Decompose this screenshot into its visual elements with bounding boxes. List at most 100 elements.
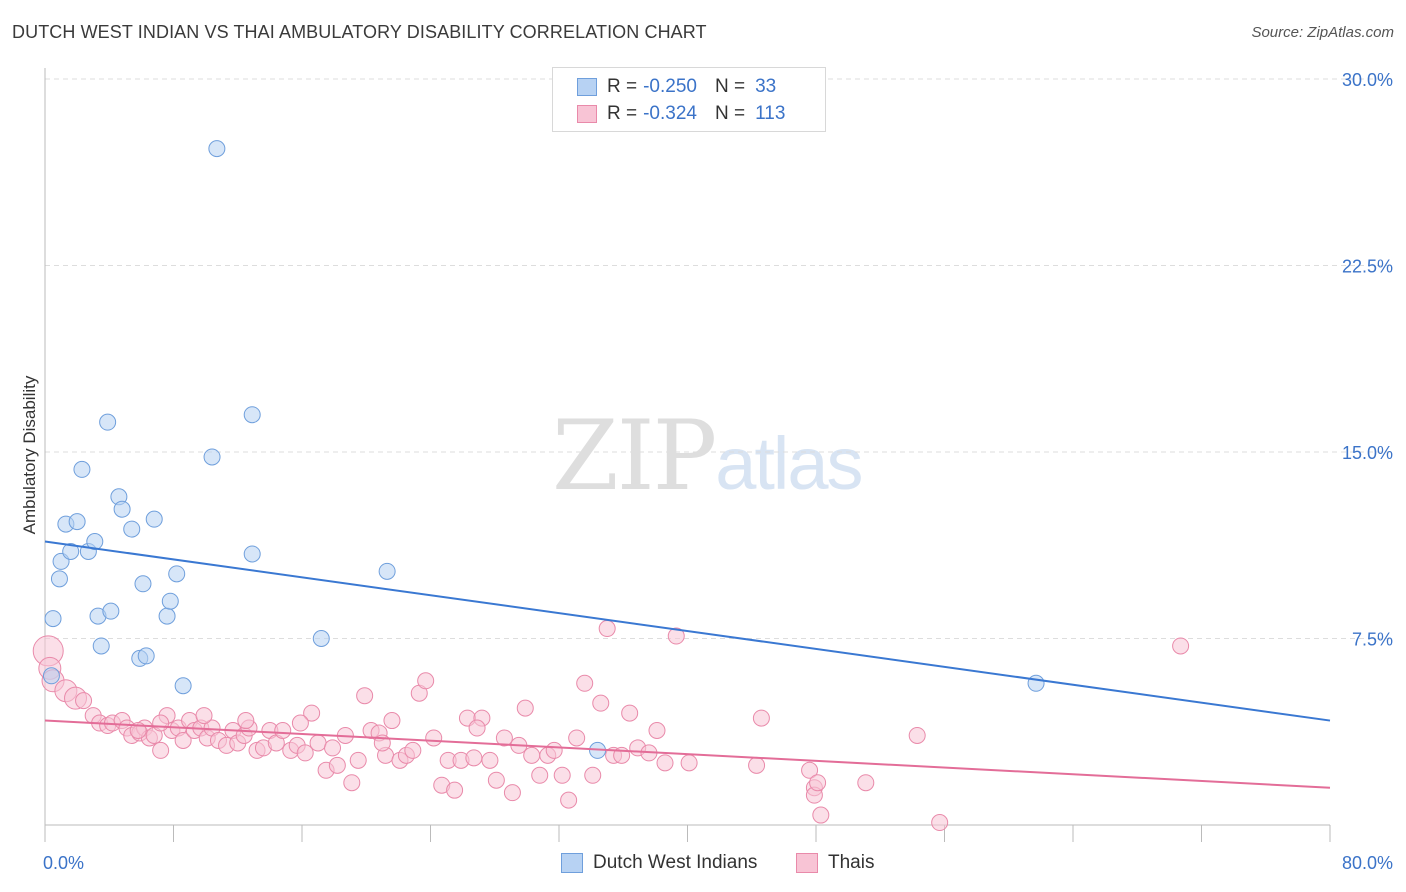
thai-point (748, 756, 766, 774)
legend-row-dutch-west-indians: R = -0.250 N = 33 (553, 74, 776, 100)
thai-point (404, 741, 422, 759)
dutch-west-indian-point (243, 406, 261, 424)
thai-point (752, 709, 770, 727)
thai-point (75, 692, 93, 710)
thai-point (801, 761, 819, 779)
thai-point (195, 707, 213, 725)
thai-point (598, 620, 616, 638)
thai-point (152, 741, 170, 759)
thai-point (809, 774, 827, 792)
thai-trend-line (44, 719, 1331, 789)
thai-points (32, 620, 1190, 832)
thai-point (568, 729, 586, 747)
dutch-west-indian-point (44, 610, 62, 628)
dutch-west-indian-point (50, 570, 68, 588)
legend-item-dutch-west-indians[interactable]: Dutch West Indians (561, 852, 757, 874)
dutch-west-indian-points (42, 140, 1045, 759)
thai-point (383, 712, 401, 730)
y-axis-label: Ambulatory Disability (20, 375, 39, 535)
dutch-west-indian-point (73, 460, 91, 478)
thai-point (417, 672, 435, 690)
thai-point (468, 719, 486, 737)
dutch-west-indian-point (378, 562, 396, 580)
thai-point (553, 766, 571, 784)
thai-point (495, 729, 513, 747)
dutch-west-indian-point (312, 630, 330, 647)
dutch-west-indian-point (161, 592, 179, 610)
y-tick-label: 30.0% (1342, 70, 1393, 90)
legend-r-label: R = (607, 76, 638, 97)
thai-point (356, 687, 374, 705)
legend-r-label: R = (607, 103, 638, 124)
thai-point (303, 704, 321, 722)
legend-label: Dutch West Indians (593, 852, 758, 873)
legend-n-label: N = (714, 76, 746, 97)
thai-point (425, 729, 443, 747)
legend-item-thais[interactable]: Thais (796, 852, 874, 874)
thai-point (576, 674, 594, 692)
thai-point (503, 784, 521, 802)
y-tick-label: 15.0% (1342, 443, 1393, 463)
thai-point (291, 714, 309, 732)
dutch-west-indian-point (174, 677, 192, 695)
legend-n-label: N = (714, 103, 746, 124)
dutch-west-indian-point (158, 607, 176, 625)
watermark-atlas: atlas (715, 422, 863, 505)
axes (44, 68, 1331, 842)
dutch-west-indian-point (68, 513, 86, 531)
thai-point (152, 714, 170, 732)
thai-point (274, 722, 292, 740)
dutch-west-indian-point (203, 448, 221, 466)
thai-point (908, 726, 926, 744)
thai-point (309, 734, 327, 752)
thai-point (621, 704, 639, 722)
chart-title: DUTCH WEST INDIAN VS THAI AMBULATORY DIS… (12, 22, 707, 42)
thai-point (545, 741, 563, 759)
thai-point (174, 731, 192, 749)
dutch-west-indian-point (42, 667, 60, 685)
thai-point (680, 754, 698, 772)
thai-point (560, 791, 578, 809)
source-label: Source: ZipAtlas.com (1251, 24, 1394, 41)
watermark: ZIPatlas (552, 400, 864, 512)
legend-n-value: 113 (755, 103, 786, 124)
thai-point (349, 751, 367, 769)
dutch-west-indian-point (168, 565, 186, 583)
thai-point (523, 746, 541, 764)
thai-point (516, 699, 534, 717)
thai-point (1172, 637, 1190, 655)
x-tick-label: 0.0% (43, 853, 84, 873)
y-tick-label: 22.5% (1342, 257, 1393, 277)
y-tick-label: 7.5% (1352, 630, 1393, 650)
dutch-west-indian-point (92, 637, 110, 655)
legend-row-thais: R = -0.324 N = 113 (553, 101, 785, 127)
thai-point (446, 781, 464, 799)
tick-labels: 7.5% 15.0% 22.5% 30.0% 0.0% 80.0% (43, 70, 1393, 873)
thai-point (648, 722, 666, 740)
dutch-west-indian-point (145, 510, 163, 528)
thai-point (296, 744, 314, 762)
trend-lines (44, 540, 1331, 789)
legend-label: Thais (828, 852, 875, 873)
thai-point (465, 749, 483, 767)
dutch-west-indian-point (134, 575, 152, 593)
dutch-west-indian-trend-line (44, 540, 1331, 722)
correlation-legend: R = -0.250 N = 33 R = -0.324 N = 113 (552, 67, 826, 132)
thai-point (857, 774, 875, 792)
legend-swatch-blue (561, 853, 583, 873)
dutch-west-indian-point (62, 542, 80, 560)
thai-point (931, 814, 949, 832)
legend-r-value: -0.250 (643, 76, 697, 97)
dutch-west-indian-point (137, 647, 155, 665)
x-tick-label: 80.0% (1342, 853, 1393, 873)
thai-point (667, 627, 685, 645)
watermark-zip: ZIP (552, 400, 717, 512)
thai-point (812, 806, 830, 824)
legend-r-value: -0.324 (643, 103, 697, 124)
thai-point (237, 712, 255, 730)
dutch-west-indian-point (123, 520, 141, 538)
dutch-west-indian-point (86, 533, 104, 551)
dutch-west-indian-point (99, 413, 117, 431)
dutch-west-indian-point (1027, 674, 1045, 692)
